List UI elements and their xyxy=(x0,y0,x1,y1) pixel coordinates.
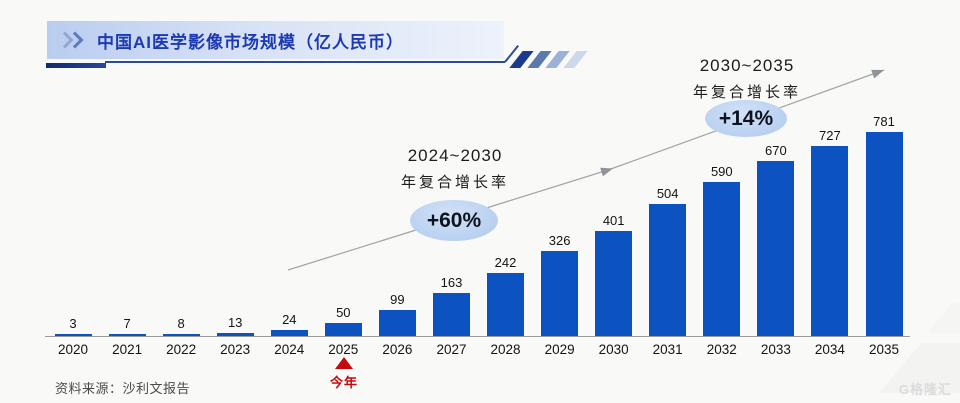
bar-value-label: 727 xyxy=(819,128,841,143)
bar xyxy=(757,161,795,336)
double-chevron-icon xyxy=(56,31,84,49)
bar xyxy=(487,273,524,336)
bar xyxy=(216,333,254,336)
bar xyxy=(811,146,849,336)
x-tick-label: 2029 xyxy=(544,342,575,357)
x-tick-label: 2028 xyxy=(490,342,521,357)
x-tick-label: 2022 xyxy=(166,342,197,357)
cagr-badge-2030-2035: +14% xyxy=(705,100,787,137)
cagr-annotation-2030-2035: 2030~2035 年复合增长率 xyxy=(652,56,842,102)
x-tick-label: 2034 xyxy=(814,342,845,357)
bar xyxy=(54,334,92,336)
bar xyxy=(703,182,741,336)
annotation-period: 2030~2035 xyxy=(699,56,795,75)
x-tick-label: 2021 xyxy=(112,342,143,357)
banner-underline xyxy=(105,61,505,63)
bar-value-label: 504 xyxy=(656,186,679,201)
bar-value-label: 7 xyxy=(123,316,131,331)
x-tick-label: 2030 xyxy=(598,342,629,357)
bar-value-label: 3 xyxy=(69,316,77,331)
cagr-badge-2024-2030: +60% xyxy=(410,200,498,241)
bar xyxy=(595,231,633,336)
bar xyxy=(378,310,416,336)
bar-value-label: 50 xyxy=(336,305,351,320)
source-note: 资料来源：沙利文报告 xyxy=(55,381,191,396)
bar-value-label: 8 xyxy=(177,316,185,331)
current-year-triangle-icon xyxy=(335,357,353,369)
cagr-annotation-2024-2030: 2024~2030 年复合增长率 xyxy=(360,146,550,192)
bar-value-label: 242 xyxy=(494,255,517,270)
bar xyxy=(649,204,687,336)
bar xyxy=(270,330,308,336)
annotation-period: 2024~2030 xyxy=(407,146,503,165)
x-tick-label: 2023 xyxy=(220,342,251,357)
bar xyxy=(541,251,579,336)
annotation-label: 年复合增长率 xyxy=(692,84,801,101)
page-title: 中国AI医学影像市场规模（亿人民币） xyxy=(97,32,404,52)
annotation-label: 年复合增长率 xyxy=(400,174,509,191)
bar-value-label: 99 xyxy=(390,292,405,307)
bar-value-label: 163 xyxy=(440,275,463,290)
banner-underline-accent xyxy=(46,63,106,68)
x-tick-label: 2032 xyxy=(706,342,737,357)
corner-decor xyxy=(927,303,960,333)
bar-value-label: 590 xyxy=(710,164,733,179)
x-tick-label: 2020 xyxy=(57,342,89,357)
x-tick-label: 2031 xyxy=(652,342,683,357)
x-tick-label: 2033 xyxy=(760,342,791,357)
bar-value-label: 326 xyxy=(548,233,571,248)
bar-value-label: 401 xyxy=(602,213,625,228)
bar-value-label: 24 xyxy=(282,312,297,327)
bar-value-label: 781 xyxy=(873,114,895,129)
x-tick-label: 2025 xyxy=(328,342,359,357)
bar-value-label: 670 xyxy=(765,143,787,158)
current-year-label: 今年 xyxy=(329,375,358,390)
bar xyxy=(433,293,470,336)
badge-value: +14% xyxy=(718,106,774,130)
bar xyxy=(865,132,903,336)
title-banner: 中国AI医学影像市场规模（亿人民币） xyxy=(47,21,504,59)
x-axis-line xyxy=(45,336,910,337)
badge-value: +60% xyxy=(426,208,482,232)
bar-value-label: 13 xyxy=(227,315,243,330)
x-tick-label: 2035 xyxy=(868,342,900,357)
bar xyxy=(108,334,146,336)
slash-decor-icon xyxy=(509,51,606,68)
x-tick-label: 2024 xyxy=(274,342,305,357)
watermark-logo: G格隆汇 xyxy=(898,382,952,397)
bar xyxy=(324,323,362,336)
x-tick-label: 2026 xyxy=(382,342,413,357)
bar xyxy=(162,334,200,336)
x-tick-label: 2027 xyxy=(436,342,467,357)
